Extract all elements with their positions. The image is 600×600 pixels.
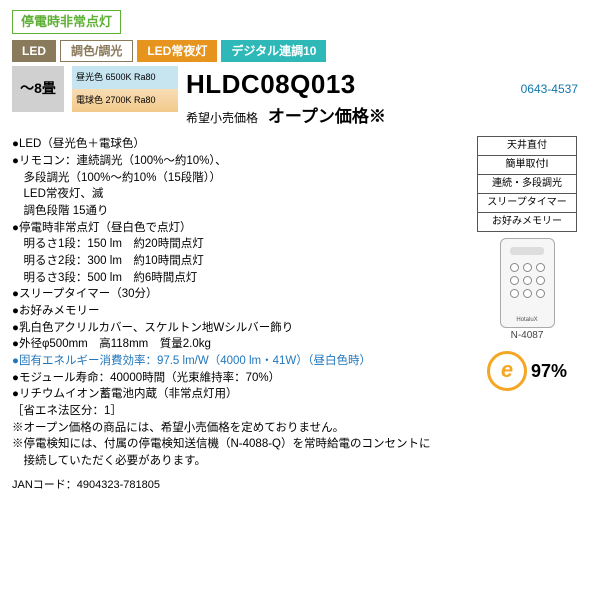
tag-led: LED — [12, 40, 56, 62]
daylight-color: 昼光色 6500K Ra80 — [72, 66, 178, 89]
spec-line: 明るさ3段：500 lm 約6時間点灯 — [12, 270, 452, 287]
spec-line: ●外径φ500mm 高118mm 質量2.0kg — [12, 336, 452, 353]
efficiency-value: 97% — [531, 359, 567, 384]
bulb-color: 電球色 2700K Ra80 — [72, 89, 178, 112]
feature-cell: 簡単取付Ⅰ — [478, 156, 577, 175]
spec-line: ※オープン価格の商品には、希望小売価格を定めておりません。 — [12, 420, 452, 437]
remote-code: N-4087 — [511, 329, 544, 343]
specs-list: ●LED（昼光色＋電球色）●リモコン：連続調光（100%～約10%）、多段調光（… — [12, 136, 452, 469]
spec-line: 明るさ1段：150 lm 約20時間点灯 — [12, 236, 452, 253]
jan-code: JANコード：4904323-781805 — [12, 478, 588, 493]
spec-line: ●停電時非常点灯（昼白色で点灯） — [12, 220, 452, 237]
spec-line: ●LED（昼光色＋電球色） — [12, 136, 452, 153]
spec-line: ●お好みメモリー — [12, 303, 452, 320]
tag-night-light: LED常夜灯 — [137, 40, 217, 62]
part-number: 0643-4537 — [521, 81, 588, 98]
tag-digital: デジタル連調10 — [221, 40, 326, 62]
spec-line: ●モジュール寿命：40000時間（光束維持率：70%） — [12, 370, 452, 387]
spec-line: ●乳白色アクリルカバー、スケルトン地Wシルバー飾り — [12, 320, 452, 337]
spec-line: ［省エネ法区分：1］ — [12, 403, 452, 420]
tag-row: LED 調色/調光 LED常夜灯 デジタル連調10 — [12, 40, 588, 62]
price-label: 希望小売価格 — [186, 111, 258, 125]
remote-image: HotaluX — [500, 238, 555, 328]
spec-line: LED常夜灯、滅 — [12, 186, 452, 203]
price-value: オープン価格※ — [268, 107, 386, 126]
spec-line: 調色段階 15通り — [12, 203, 452, 220]
spec-line: 多段調光（100%～約10%（15段階）） — [12, 170, 452, 187]
feature-cell: 天井直付 — [478, 137, 577, 156]
tag-dimming: 調色/調光 — [60, 40, 133, 62]
spec-line: ●リモコン：連続調光（100%～約10%）、 — [12, 153, 452, 170]
side-column: 天井直付簡単取付Ⅰ連続・多段調光スリープタイマーお好みメモリー HotaluX … — [466, 136, 588, 469]
jan-value: 4904323-781805 — [77, 479, 160, 491]
feature-cell: スリープタイマー — [478, 194, 577, 213]
efficiency-icon — [487, 351, 527, 391]
color-temp-box: 昼光色 6500K Ra80 電球色 2700K Ra80 — [72, 66, 178, 112]
spec-line: 接続していただく必要があります。 — [12, 453, 452, 470]
spec-line: ※停電検知には、付属の停電検知送信機（N-4088-Q）を常時給電のコンセントに — [12, 436, 452, 453]
jan-label: JANコード： — [12, 479, 77, 491]
feature-cell: お好みメモリー — [478, 213, 577, 232]
model-code: HLDC08Q013 — [186, 66, 356, 102]
spec-line: 明るさ2段：300 lm 約10時間点灯 — [12, 253, 452, 270]
room-size-badge: ～8畳 — [12, 66, 64, 112]
price-line: 希望小売価格 オープン価格※ — [186, 105, 588, 129]
emergency-badge: 停電時非常点灯 — [12, 10, 121, 34]
spec-line: ●固有エネルギー消費効率：97.5 lm/W（4000 lm・41W）（昼白色時… — [12, 353, 452, 370]
spec-line: ●スリープタイマー（30分） — [12, 286, 452, 303]
feature-table: 天井直付簡単取付Ⅰ連続・多段調光スリープタイマーお好みメモリー — [477, 136, 577, 232]
feature-cell: 連続・多段調光 — [478, 175, 577, 194]
spec-line: ●リチウムイオン蓄電池内蔵（非常点灯用） — [12, 386, 452, 403]
efficiency-badge: 97% — [487, 351, 567, 391]
